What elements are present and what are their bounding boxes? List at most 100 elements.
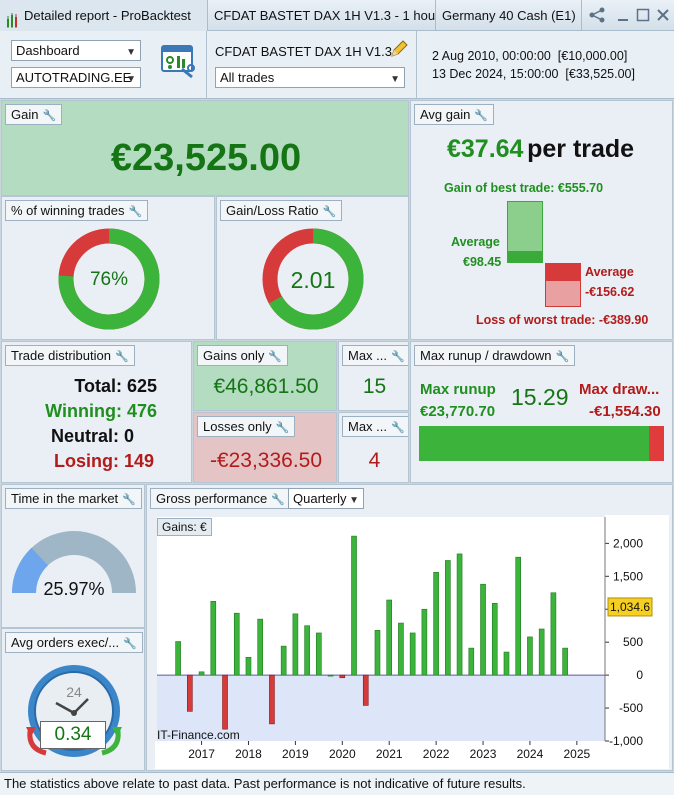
wrench-icon[interactable]: 🔧 (391, 351, 405, 363)
avg-orders-panel: Avg orders exec/... 🔧 24 0.34 (1, 628, 145, 771)
avg-win-label: Average (451, 235, 500, 249)
wrench-icon[interactable]: 🔧 (123, 638, 137, 650)
best-trade-label: Gain of best trade: €555.70 (444, 181, 604, 195)
avg-loss-bar (545, 263, 581, 281)
time-market-panel: Time in the market 🔧 25.97% (1, 484, 145, 628)
avg-orders-title: Avg orders exec/... 🔧 (5, 632, 143, 653)
chart-bar (210, 601, 217, 676)
chart-bar (175, 641, 181, 676)
chart-bar (339, 674, 346, 679)
chart-bar (433, 572, 439, 676)
view-select[interactable]: Dashboard ▼ (11, 40, 141, 61)
y-tick-label: 0 (636, 668, 643, 682)
chart-positive-area (157, 517, 605, 676)
trade-distribution-panel: Trade distribution 🔧 Total: 625 Winning: … (1, 341, 192, 483)
avg-win-value: €98.45 (463, 255, 502, 269)
winning-value: 76% (89, 269, 129, 290)
chart-bar (503, 651, 510, 676)
tab-detailed-report[interactable]: Detailed report - ProBacktest (0, 0, 208, 31)
max-consec-losses-title: Max ... 🔧 (342, 416, 408, 437)
gain-title: Gain 🔧 (5, 104, 63, 125)
x-tick-label: 2023 (470, 747, 497, 761)
gain-loss-value: 2.01 (290, 267, 336, 293)
account-select[interactable]: AUTOTRADING.EE ▼ (11, 67, 141, 88)
disclaimer: The statistics above relate to past data… (0, 772, 674, 795)
account-select-value: AUTOTRADING.EE (16, 70, 132, 85)
total-trades: Total: 625 (74, 376, 157, 396)
share-icon[interactable] (588, 6, 606, 24)
chart-bar (257, 618, 264, 676)
maximize-icon[interactable] (634, 6, 652, 24)
tab-strategy[interactable]: CFDAT BASTET DAX 1H V1.3 - 1 hour (208, 0, 436, 31)
y-tick-label: 2,000 (613, 536, 643, 550)
close-icon[interactable] (654, 6, 672, 24)
x-tick-label: 2024 (517, 747, 544, 761)
wrench-icon[interactable]: 🔧 (391, 422, 405, 434)
chart-icon (6, 9, 20, 28)
chart-bar (515, 556, 522, 676)
minimize-icon[interactable] (614, 6, 632, 24)
wrench-icon[interactable]: 🔧 (271, 494, 285, 506)
trades-select-value: All trades (220, 70, 275, 85)
losses-only-title: Losses only 🔧 (197, 416, 296, 437)
chart-bar (550, 592, 557, 676)
time-market-gauge (12, 531, 136, 593)
wrench-icon[interactable]: 🔧 (128, 206, 143, 218)
chart-legend: Gains: € (157, 518, 212, 536)
trade-distribution-title: Trade distribution 🔧 (5, 345, 135, 366)
chart-negative-area (157, 675, 605, 741)
winning-trades: Winning: 476 (45, 401, 157, 421)
gross-performance-title: Gross performance 🔧 (150, 488, 291, 509)
max-consec-wins-value: 15 (362, 375, 387, 398)
chevron-down-icon: ▼ (390, 74, 400, 85)
gains-only-title: Gains only 🔧 (197, 345, 289, 366)
y-tick-label: -1,000 (609, 734, 643, 748)
period-end: 13 Dec 2024, 15:00:00 [€33,525.00] (432, 67, 635, 81)
chart-bar (351, 535, 357, 676)
period-select[interactable]: Quarterly ▼ (288, 488, 364, 509)
strategy-name: CFDAT BASTET DAX 1H V1.3 (215, 44, 392, 59)
y-tick-label: -500 (619, 701, 643, 715)
toolbar-divider (416, 31, 417, 99)
chart-bar (386, 599, 393, 676)
wrench-icon[interactable]: 🔧 (42, 110, 57, 122)
period-start: 2 Aug 2010, 00:00:00 [€10,000.00] (432, 49, 628, 63)
gains-only-value: €46,861.50 (213, 375, 319, 398)
tab-instrument[interactable]: Germany 40 Cash (E1) (436, 0, 582, 31)
wrench-icon[interactable]: 🔧 (122, 494, 136, 506)
chart-bar (538, 628, 545, 676)
chart-bar (327, 674, 334, 677)
tab-label: Germany 40 Cash (E1) (442, 8, 576, 23)
avg-loss-label: Average (585, 265, 634, 279)
trades-select[interactable]: All trades ▼ (215, 67, 405, 88)
avg-orders-value: 0.34 (40, 721, 106, 749)
max-consec-wins-panel: Max ... 🔧 15 (338, 341, 409, 411)
period-select-value: Quarterly (293, 491, 347, 506)
x-tick-label: 2018 (235, 747, 262, 761)
drawdown-value: -€1,554.30 (589, 403, 661, 420)
wrench-icon[interactable]: 🔧 (474, 110, 489, 122)
gain-panel: Gain 🔧 €23,525.00 (1, 100, 409, 196)
runup-drawdown-panel: Max runup / drawdown 🔧 Max runup €23,770.… (410, 341, 673, 483)
chevron-down-icon: ▼ (349, 495, 359, 506)
losing-trades: Losing: 149 (53, 451, 154, 471)
y-tick-label: 1,500 (613, 569, 643, 583)
max-consec-losses-panel: Max ... 🔧 4 (338, 412, 409, 483)
wrench-icon[interactable]: 🔧 (268, 351, 283, 363)
wrench-icon[interactable]: 🔧 (114, 351, 129, 363)
dashboard-config-icon[interactable] (160, 43, 196, 79)
chart-bar (362, 674, 369, 706)
runup-bar-fill (419, 426, 650, 461)
view-select-value: Dashboard (16, 43, 80, 58)
wrench-icon[interactable]: 🔧 (275, 422, 290, 434)
y-tick-label: 500 (623, 635, 643, 649)
avg-gain-title: Avg gain 🔧 (414, 104, 495, 125)
edit-pencil-icon[interactable] (389, 39, 409, 59)
avg-gain-line: €37.64 per trade (447, 135, 634, 164)
chevron-down-icon: ▼ (126, 47, 136, 58)
chart-bar (468, 647, 475, 676)
wrench-icon[interactable]: 🔧 (555, 351, 570, 363)
wrench-icon[interactable]: 🔧 (322, 206, 337, 218)
runup-drawdown-title: Max runup / drawdown 🔧 (414, 345, 576, 366)
x-tick-label: 2021 (376, 747, 403, 761)
